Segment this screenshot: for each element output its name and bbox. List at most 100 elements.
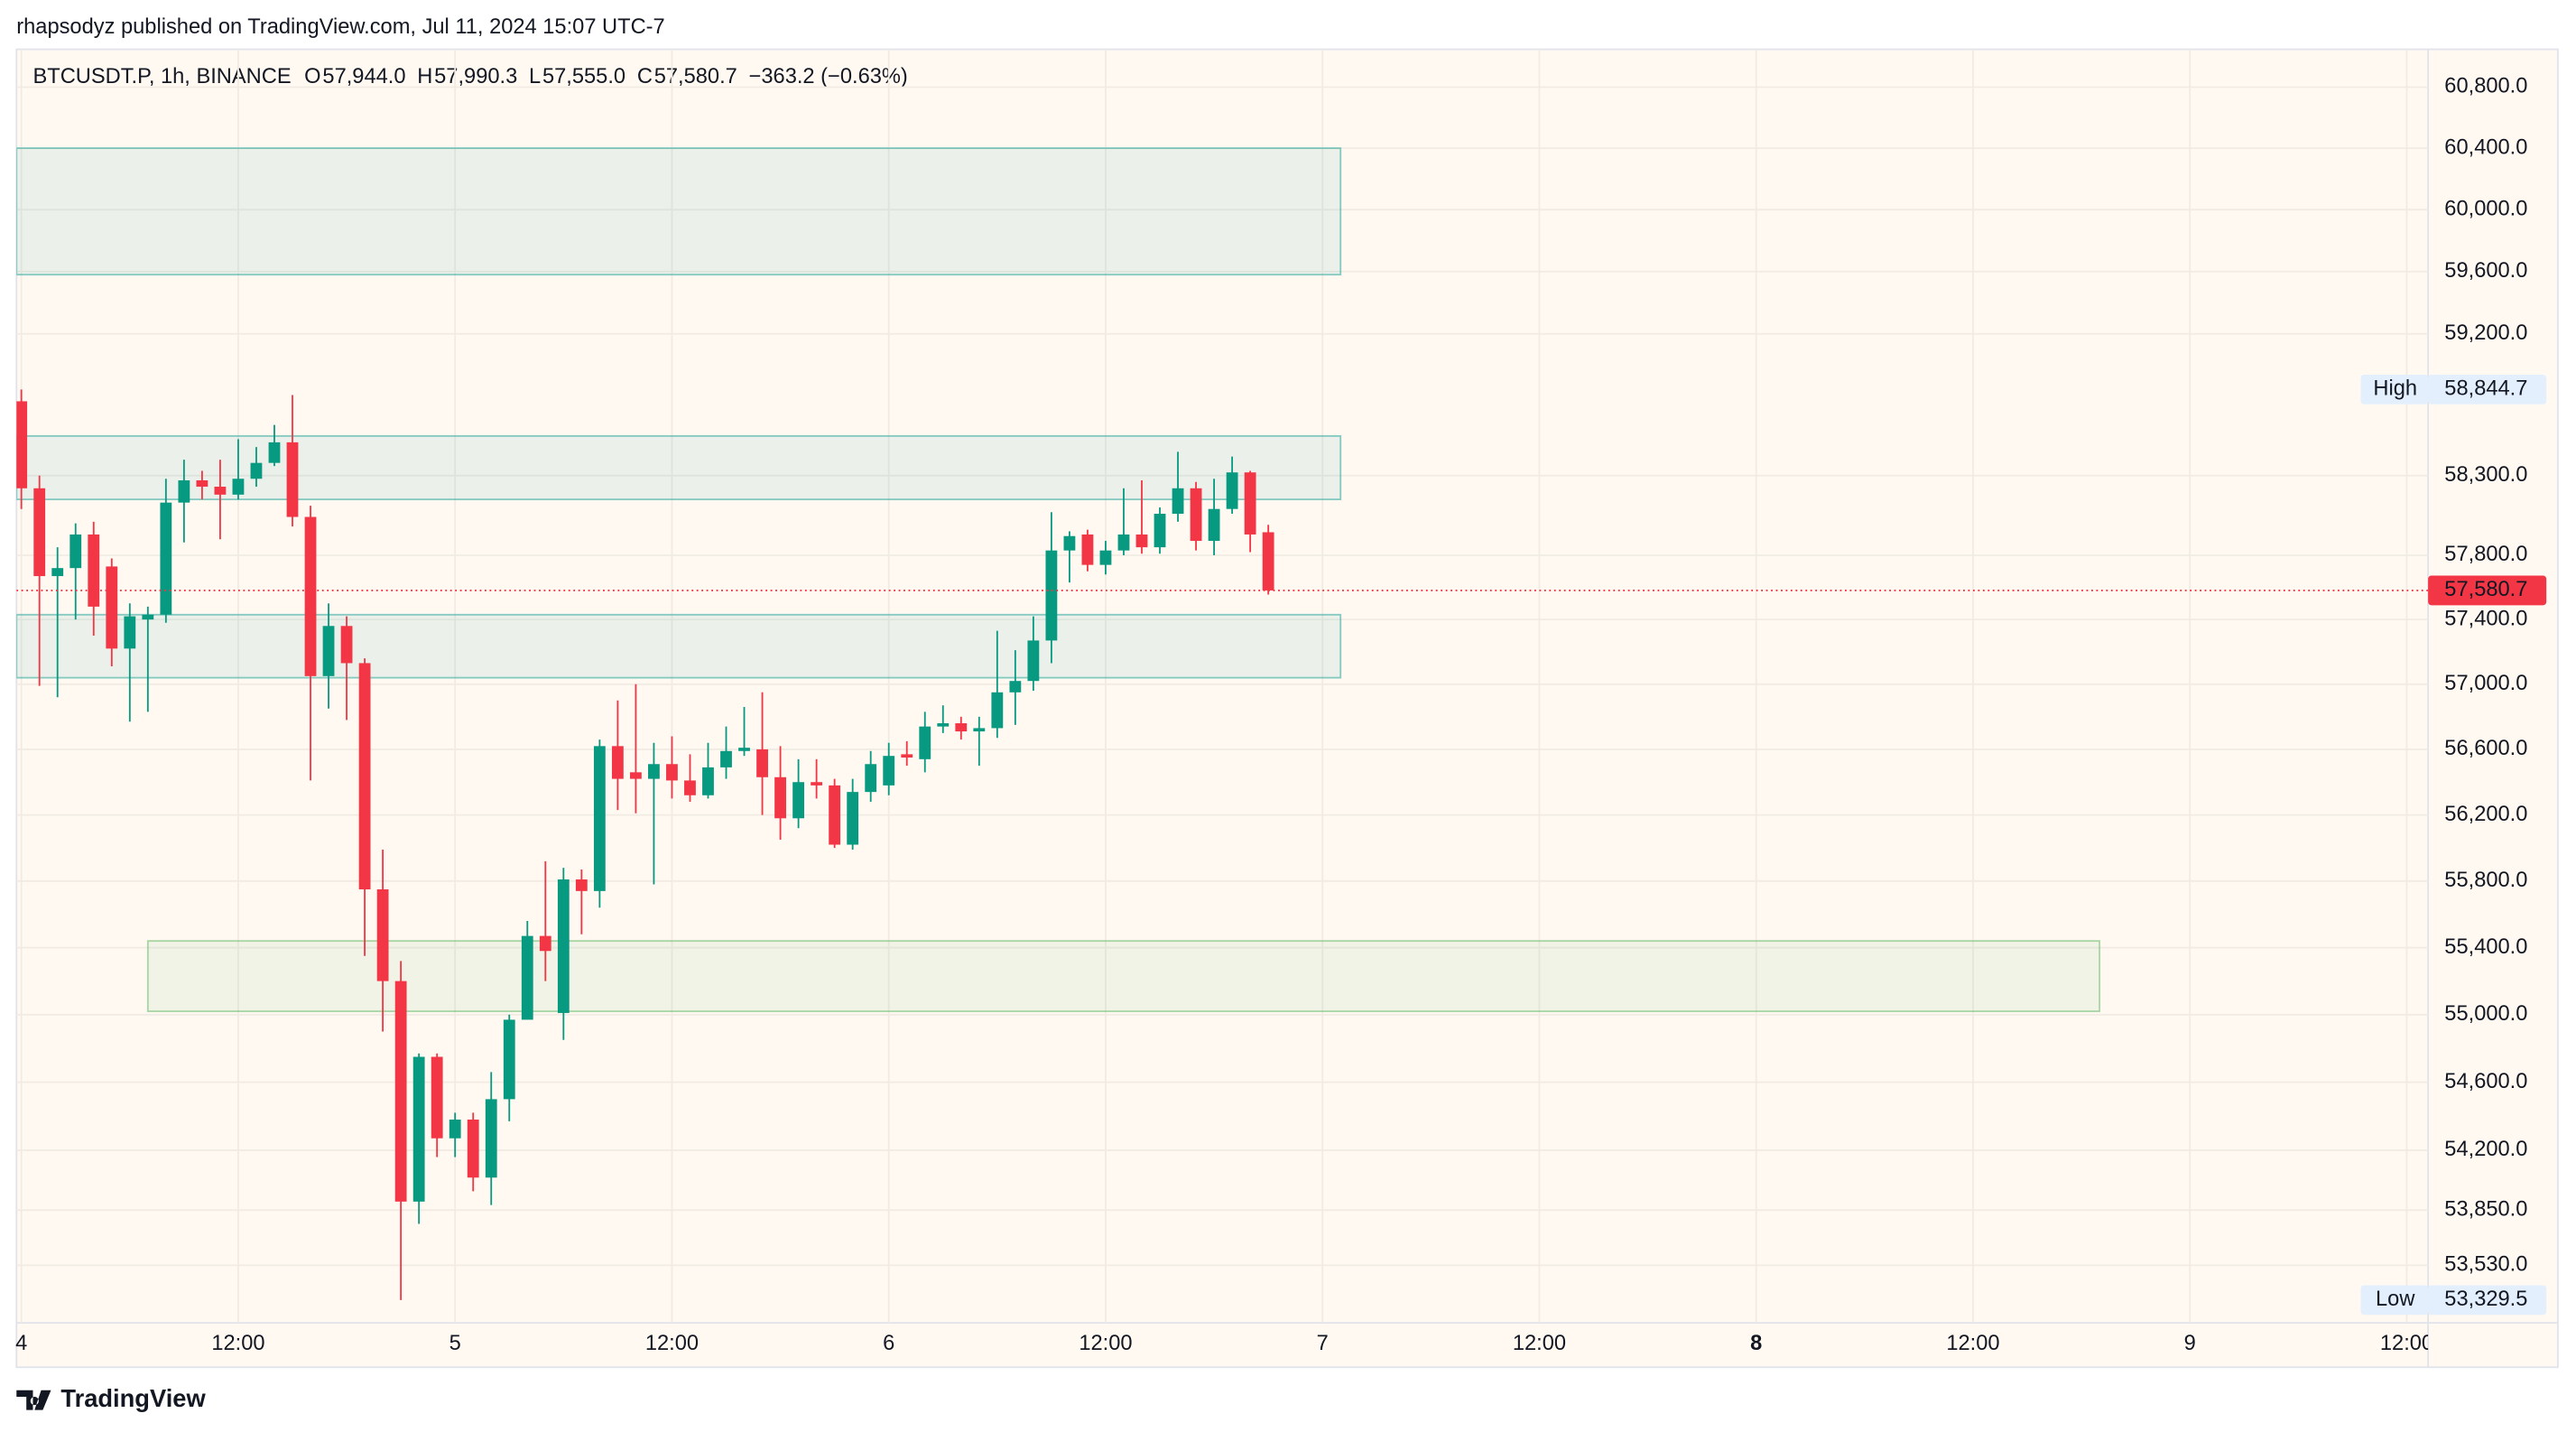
candle-body xyxy=(214,487,227,495)
candle-body xyxy=(178,479,190,503)
y-tick-label: 53,530.0 xyxy=(2444,1253,2527,1277)
candle-body xyxy=(286,442,299,517)
candle-body xyxy=(485,1099,497,1178)
candle-body xyxy=(232,479,245,495)
candle-body xyxy=(1099,550,1112,565)
candle-body xyxy=(268,442,281,463)
x-axis-labels: 4 12:00 5 12:00 6 12:00 7 12:00 8 12:00 9 12:00 xyxy=(15,1332,2428,1355)
x-tick-label: 6 xyxy=(883,1332,894,1355)
candle-body xyxy=(1190,488,1202,542)
candle-body xyxy=(1063,535,1076,551)
zone xyxy=(16,434,1342,501)
candle-body xyxy=(575,879,588,891)
y-tick-label: 60,000.0 xyxy=(2444,197,2527,220)
x-tick-label: 12:00 xyxy=(211,1332,264,1355)
candles xyxy=(16,389,2429,1300)
candle-body xyxy=(648,764,660,779)
last-price-label: 57,580.7 xyxy=(2444,578,2527,601)
candle-body xyxy=(1045,550,1058,641)
legend-text: L xyxy=(529,65,541,88)
candle-body xyxy=(557,879,570,1013)
y-tick-label: 58,300.0 xyxy=(2444,463,2527,487)
candle-body xyxy=(51,568,64,577)
candle-body xyxy=(33,488,46,577)
marker-badge xyxy=(2360,375,2429,404)
candle-body xyxy=(702,767,714,795)
marker-text: High xyxy=(2373,377,2417,401)
candle-body xyxy=(431,1056,443,1139)
y-tick-label: 54,600.0 xyxy=(2444,1070,2527,1093)
y-tick-label: 60,400.0 xyxy=(2444,135,2527,159)
candle-body xyxy=(1226,472,1238,509)
legend-text: O xyxy=(304,65,320,88)
y-tick-label: 54,200.0 xyxy=(2444,1138,2527,1161)
marker-text: Low xyxy=(2376,1288,2415,1311)
y-tick-label: 57,000.0 xyxy=(2444,672,2527,695)
candle-body xyxy=(521,935,533,1020)
chart-frame xyxy=(15,48,2559,1369)
logo-icon xyxy=(16,1390,51,1410)
candle-body xyxy=(1117,534,1130,551)
x-tick-label: 12:00 xyxy=(1513,1332,1566,1355)
y-tick-label: 60,800.0 xyxy=(2444,75,2527,98)
marker-value: 53,329.5 xyxy=(2444,1288,2527,1311)
marker-value: 58,844.7 xyxy=(2444,377,2527,401)
brand: TradingView xyxy=(60,1384,206,1412)
candle-body xyxy=(142,614,154,620)
candle-body xyxy=(250,462,263,479)
candle-body xyxy=(611,746,624,779)
zone xyxy=(146,940,2101,1012)
y-tick-label: 55,000.0 xyxy=(2444,1002,2527,1026)
legend-text: BTCUSDT.P, 1h, BINANCE xyxy=(32,65,291,88)
candle-body xyxy=(322,626,335,676)
zone xyxy=(16,613,1342,679)
marker-value-badge xyxy=(2428,375,2547,404)
legend-text: H xyxy=(417,65,432,88)
candle-body xyxy=(304,516,317,676)
legend-text: 57,990.3 xyxy=(434,65,517,88)
y-tick-label: 59,600.0 xyxy=(2444,259,2527,283)
x-tick-label: 4 xyxy=(15,1332,27,1355)
publisher-line: rhapsodyz published on TradingView.com, … xyxy=(16,15,664,39)
candle-body xyxy=(358,663,371,890)
candle-body xyxy=(503,1019,515,1100)
x-tick-label: 5 xyxy=(449,1332,461,1355)
candle-body xyxy=(467,1119,479,1178)
x-tick-label: 12:00 xyxy=(645,1332,699,1355)
y-tick-label: 59,200.0 xyxy=(2444,321,2527,345)
x-tick-label: 12:00 xyxy=(1946,1332,1999,1355)
legend: BTCUSDT.P, 1h, BINANCE O 57,944.0 H 57,990.3… xyxy=(32,65,907,88)
y-tick-label: 56,200.0 xyxy=(2444,803,2527,826)
candle-body xyxy=(1262,532,1274,590)
candle-body xyxy=(1244,472,1256,535)
candle-body xyxy=(124,616,136,649)
legend-text: 57,580.7 xyxy=(654,65,737,88)
candle-body xyxy=(738,748,750,751)
candle-body xyxy=(412,1056,425,1202)
zones xyxy=(16,147,2101,1012)
y-tick-label: 57,400.0 xyxy=(2444,607,2527,630)
candle-body xyxy=(376,889,389,981)
legend-text: −363.2 (−0.63%) xyxy=(749,65,908,88)
last-price-badge xyxy=(2428,575,2547,606)
candle-body xyxy=(1208,508,1220,542)
x-tick-label: 8 xyxy=(1750,1332,1762,1355)
candle-body xyxy=(829,785,841,845)
candle-body xyxy=(811,782,823,786)
candle-body xyxy=(1135,534,1148,548)
x-tick-label: 7 xyxy=(1317,1332,1329,1355)
axes: 60,800.0 60,400.0 60,000.0 59,600.0 59,200.0… xyxy=(2360,75,2547,1316)
candle-body xyxy=(684,780,696,795)
candle-body xyxy=(883,756,895,786)
candle-body xyxy=(1027,640,1040,682)
candle-body xyxy=(160,502,172,615)
candle-body xyxy=(449,1119,461,1139)
y-tick-label: 55,800.0 xyxy=(2444,869,2527,892)
x-tick-label: 9 xyxy=(2184,1332,2196,1355)
candle-body xyxy=(720,750,732,767)
candle-body xyxy=(1081,534,1094,565)
candle-body xyxy=(593,746,606,891)
marker-value-badge xyxy=(2428,1285,2547,1316)
candle-body xyxy=(1154,513,1166,548)
candle-body xyxy=(937,723,950,727)
